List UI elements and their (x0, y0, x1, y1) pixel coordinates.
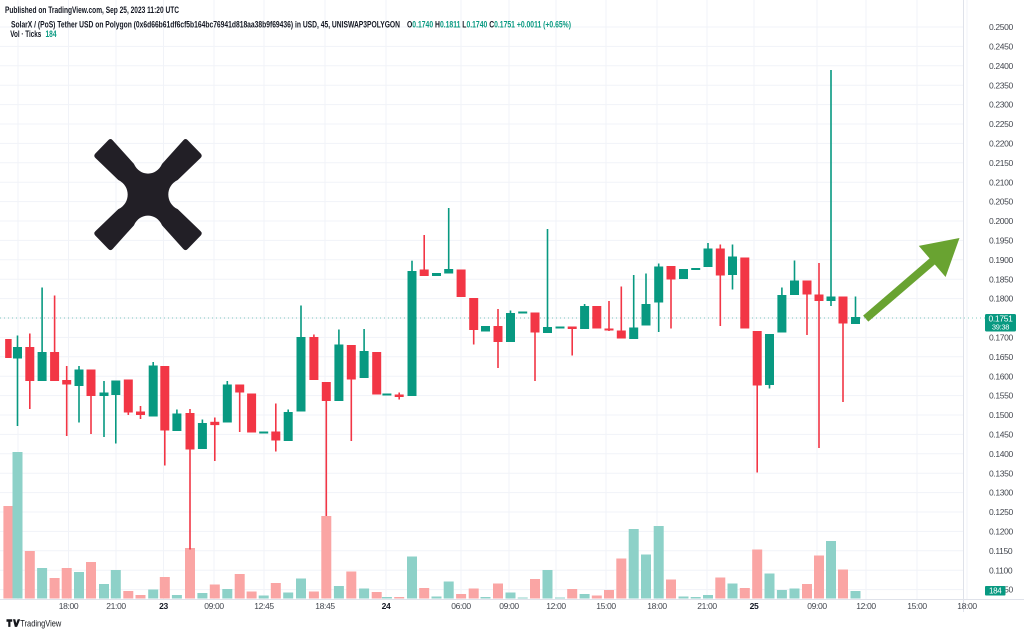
svg-text:21:00: 21:00 (697, 601, 717, 611)
svg-text:15:00: 15:00 (907, 601, 927, 611)
svg-text:0.2200: 0.2200 (989, 139, 1014, 149)
svg-text:12:00: 12:00 (546, 601, 566, 611)
svg-text:0.2500: 0.2500 (989, 22, 1014, 32)
svg-text:0.1500: 0.1500 (989, 410, 1014, 420)
svg-text:0.1550: 0.1550 (989, 391, 1014, 401)
svg-text:0.1450: 0.1450 (989, 430, 1014, 440)
svg-text:184: 184 (989, 587, 1002, 596)
svg-text:SolarX / (PoS) Tether USD on P: SolarX / (PoS) Tether USD on Polygon (0x… (11, 20, 400, 30)
svg-text:23: 23 (159, 601, 168, 611)
svg-text:0.1950: 0.1950 (989, 236, 1014, 246)
svg-text:18:00: 18:00 (59, 601, 79, 611)
svg-text:15:00: 15:00 (596, 601, 616, 611)
svg-text:O0.1740 H0.1811 L0.1740 C0.175: O0.1740 H0.1811 L0.1740 C0.1751 +0.0011 … (407, 20, 571, 30)
svg-text:0.2400: 0.2400 (989, 61, 1014, 71)
svg-text:0.2000: 0.2000 (989, 216, 1014, 226)
svg-text:0.2450: 0.2450 (989, 42, 1014, 52)
svg-text:0.1900: 0.1900 (989, 255, 1014, 265)
svg-text:Vol · Ticks: Vol · Ticks (10, 29, 41, 39)
svg-text:21:00: 21:00 (106, 601, 126, 611)
svg-text:TradingView: TradingView (20, 619, 61, 630)
svg-text:25: 25 (750, 601, 759, 611)
svg-text:0.1800: 0.1800 (989, 294, 1014, 304)
svg-text:0.1700: 0.1700 (989, 333, 1014, 343)
svg-text:12:00: 12:00 (856, 601, 876, 611)
svg-text:0.1350: 0.1350 (989, 468, 1014, 478)
svg-text:0.1100: 0.1100 (989, 565, 1013, 575)
svg-text:39:38: 39:38 (992, 323, 1009, 332)
svg-text:0.2250: 0.2250 (989, 119, 1014, 129)
svg-text:0.2100: 0.2100 (989, 177, 1014, 187)
svg-text:184: 184 (46, 29, 58, 39)
svg-text:0.1250: 0.1250 (989, 507, 1014, 517)
svg-text:0.1300: 0.1300 (989, 488, 1014, 498)
svg-text:0.1850: 0.1850 (989, 274, 1014, 284)
svg-text:0.2300: 0.2300 (989, 100, 1014, 110)
svg-text:Published on TradingView.com,: Published on TradingView.com, Sep 25, 20… (5, 5, 179, 15)
svg-text:09:00: 09:00 (499, 601, 519, 611)
svg-text:09:00: 09:00 (204, 601, 224, 611)
svg-text:18:45: 18:45 (315, 601, 335, 611)
svg-text:0.2150: 0.2150 (989, 158, 1014, 168)
svg-text:09:00: 09:00 (807, 601, 827, 611)
svg-text:0.1600: 0.1600 (989, 371, 1014, 381)
svg-text:0.1150: 0.1150 (989, 546, 1013, 556)
svg-text:18:00: 18:00 (957, 601, 977, 611)
svg-text:0.2050: 0.2050 (989, 197, 1014, 207)
svg-text:0.1751: 0.1751 (989, 314, 1014, 324)
svg-text:0.1400: 0.1400 (989, 449, 1014, 459)
svg-text:0.2350: 0.2350 (989, 80, 1014, 90)
svg-text:0.1650: 0.1650 (989, 352, 1014, 362)
svg-text:18:00: 18:00 (647, 601, 667, 611)
svg-text:24: 24 (382, 601, 391, 611)
svg-text:06:00: 06:00 (451, 601, 471, 611)
svg-text:0.1200: 0.1200 (989, 527, 1014, 537)
svg-text:12:45: 12:45 (254, 601, 274, 611)
